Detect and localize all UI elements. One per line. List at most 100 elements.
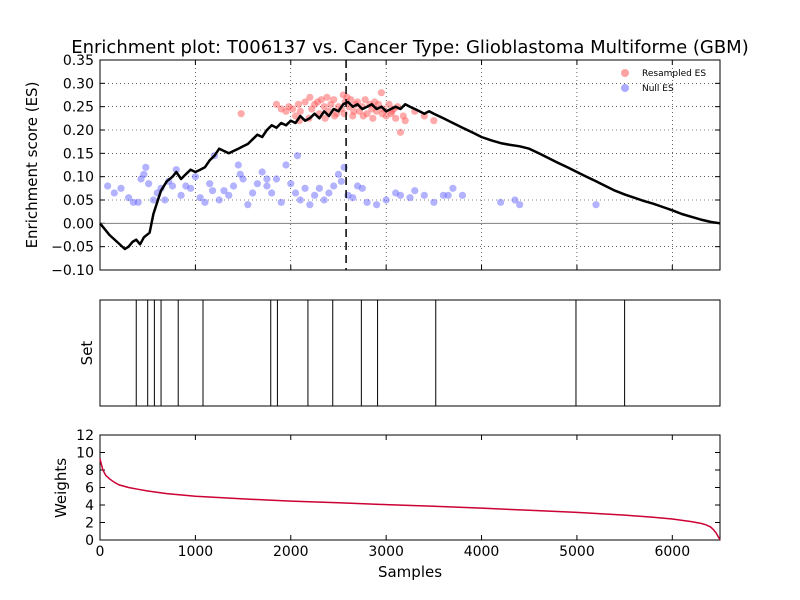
set-panel: Set bbox=[78, 299, 721, 407]
null-es-point bbox=[287, 180, 295, 188]
null-es-point bbox=[306, 201, 314, 209]
null-es-point bbox=[206, 180, 214, 188]
null-es-point bbox=[117, 184, 125, 192]
null-es-point bbox=[296, 196, 304, 204]
weights-y-tick-label: 12 bbox=[76, 428, 94, 444]
null-es-point bbox=[263, 182, 271, 190]
resampled-es-point bbox=[396, 128, 405, 136]
null-es-point bbox=[373, 201, 381, 209]
null-es-point bbox=[161, 196, 169, 204]
resampled-es-point bbox=[301, 98, 309, 106]
es-panel: −0.10 −0.05 0.00 0.05 0.10 0.15 0.20 0.25 0.30 0.… bbox=[23, 53, 721, 279]
resampled-es-point bbox=[289, 105, 297, 113]
resampled-es-point bbox=[317, 96, 325, 104]
legend-marker-null bbox=[621, 84, 629, 92]
null-es-point bbox=[325, 189, 333, 197]
resampled-es-point bbox=[294, 100, 302, 108]
es-y-tick-label: 0.05 bbox=[63, 193, 94, 209]
null-es-point bbox=[234, 161, 242, 169]
es-y-tick-label: 0.20 bbox=[63, 123, 94, 139]
legend-label-null: Null ES bbox=[642, 84, 674, 94]
weights-x-ticks: 0 1000 2000 3000 4000 5000 6000 bbox=[96, 435, 690, 560]
resampled-es-point bbox=[401, 117, 409, 125]
x-axis-label: Samples bbox=[378, 563, 442, 581]
resampled-es-point bbox=[361, 96, 369, 104]
set-plot-area bbox=[99, 299, 721, 407]
null-es-point bbox=[330, 182, 338, 190]
weights-panel: 0 1000 2000 3000 4000 5000 6000 02 46 810 12 Weig… bbox=[52, 428, 721, 581]
null-es-point bbox=[277, 198, 285, 206]
null-es-point bbox=[396, 191, 405, 199]
resampled-es-point bbox=[296, 107, 304, 115]
resampled-es-point bbox=[321, 114, 329, 122]
null-es-point bbox=[201, 198, 209, 206]
null-es-point bbox=[334, 170, 343, 178]
null-es-point bbox=[349, 194, 357, 202]
null-es-point bbox=[249, 189, 257, 197]
null-es-point bbox=[458, 191, 467, 199]
es-plot-area bbox=[99, 59, 721, 271]
es-y-tick-label: 0.25 bbox=[63, 100, 94, 116]
null-es-point bbox=[125, 194, 133, 202]
null-es-point bbox=[145, 180, 153, 188]
resampled-es-point bbox=[385, 100, 393, 108]
x-tick-label: 3000 bbox=[368, 544, 404, 560]
null-es-point bbox=[516, 201, 524, 209]
null-es-point bbox=[168, 182, 177, 190]
x-tick-label: 6000 bbox=[654, 544, 690, 560]
null-es-point bbox=[208, 187, 217, 195]
x-tick-label: 0 bbox=[96, 544, 105, 560]
x-tick-label: 2000 bbox=[273, 544, 309, 560]
null-es-point bbox=[258, 168, 266, 176]
null-es-point bbox=[196, 194, 204, 202]
null-es-point bbox=[320, 196, 328, 204]
resampled-es-point bbox=[306, 93, 314, 101]
null-es-point bbox=[149, 196, 158, 204]
resampled-es-point bbox=[323, 93, 331, 101]
es-y-ticks: −0.10 −0.05 0.00 0.05 0.10 0.15 0.20 0.25 0.30 0.… bbox=[51, 53, 720, 279]
null-es-point bbox=[311, 191, 319, 199]
resampled-es-point bbox=[359, 112, 367, 120]
x-tick-label: 4000 bbox=[464, 544, 500, 560]
es-y-tick-label: 0.10 bbox=[63, 170, 94, 186]
null-es-point bbox=[511, 196, 519, 204]
null-es-point bbox=[497, 198, 505, 206]
null-es-point bbox=[253, 180, 261, 188]
null-es-point bbox=[140, 170, 148, 178]
es-y-tick-label: 0.35 bbox=[63, 53, 94, 69]
weights-y-tick-label: 2 bbox=[85, 516, 94, 532]
null-es-point bbox=[263, 175, 271, 183]
es-y-tick-label: −0.10 bbox=[51, 263, 94, 279]
null-es-point bbox=[430, 198, 438, 206]
null-es-point bbox=[268, 189, 276, 197]
resampled-es-point bbox=[331, 112, 339, 120]
es-y-tick-label: 0.00 bbox=[63, 216, 94, 232]
resampled-es-point bbox=[330, 96, 338, 104]
null-es-point bbox=[191, 173, 199, 181]
es-y-axis-label: Enrichment score (ES) bbox=[23, 82, 41, 249]
null-es-point bbox=[315, 184, 323, 192]
es-y-tick-label: 0.15 bbox=[63, 146, 94, 162]
null-es-point bbox=[444, 191, 452, 199]
null-es-point bbox=[363, 198, 371, 206]
null-es-point bbox=[187, 184, 195, 192]
weights-curve bbox=[99, 458, 721, 540]
resampled-es-point bbox=[350, 107, 358, 115]
null-es-point bbox=[293, 152, 302, 160]
es-y-tick-label: −0.05 bbox=[51, 240, 94, 256]
null-es-point bbox=[406, 194, 414, 202]
null-es-point bbox=[291, 189, 300, 197]
null-es-point bbox=[358, 184, 366, 192]
null-es-point bbox=[134, 198, 142, 206]
null-es-point bbox=[142, 163, 150, 171]
set-y-axis-label: Set bbox=[78, 341, 96, 366]
resampled-es-point bbox=[320, 103, 328, 111]
resampled-es-point bbox=[430, 117, 438, 125]
legend-label-resampled: Resampled ES bbox=[642, 69, 706, 79]
null-es-point bbox=[220, 187, 228, 195]
null-es-point bbox=[592, 201, 600, 209]
weights-y-tick-label: 6 bbox=[85, 481, 94, 497]
resampled-es-point bbox=[369, 114, 377, 122]
null-es-point bbox=[337, 177, 345, 185]
null-es-point bbox=[110, 189, 118, 197]
